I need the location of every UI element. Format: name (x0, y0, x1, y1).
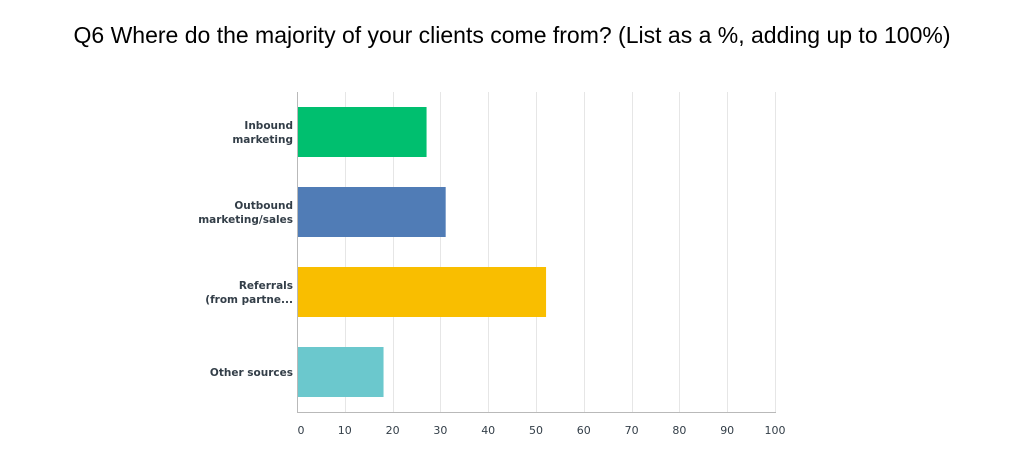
bar (297, 347, 384, 397)
x-tick-labels: 0 10 20 30 40 50 60 70 80 90 100 (298, 424, 786, 437)
category-label: Outbound (234, 200, 293, 212)
category-label: Other sources (210, 367, 293, 379)
x-tick-label: 40 (481, 424, 495, 437)
grid-lines (345, 92, 776, 412)
bar (297, 267, 547, 317)
x-tick-label: 0 (298, 424, 305, 437)
x-tick-label: 20 (386, 424, 400, 437)
axes (297, 92, 776, 413)
x-tick-label: 10 (338, 424, 352, 437)
chart-title: Q6 Where do the majority of your clients… (73, 22, 951, 48)
bar (297, 107, 427, 157)
category-label: marketing (232, 134, 293, 146)
category-label: Inbound (244, 120, 293, 132)
x-tick-label: 60 (577, 424, 591, 437)
x-tick-label: 80 (672, 424, 686, 437)
x-tick-label: 50 (529, 424, 543, 437)
x-tick-label: 100 (765, 424, 786, 437)
bars (297, 107, 547, 397)
category-label: (from partne... (205, 294, 293, 306)
category-label: Referrals (239, 280, 293, 292)
bar (297, 187, 446, 237)
category-labels: Inbound marketing Outbound marketing/sales R… (198, 120, 293, 379)
category-label: marketing/sales (198, 214, 293, 226)
x-tick-label: 90 (720, 424, 734, 437)
x-tick-label: 30 (433, 424, 447, 437)
x-tick-label: 70 (625, 424, 639, 437)
